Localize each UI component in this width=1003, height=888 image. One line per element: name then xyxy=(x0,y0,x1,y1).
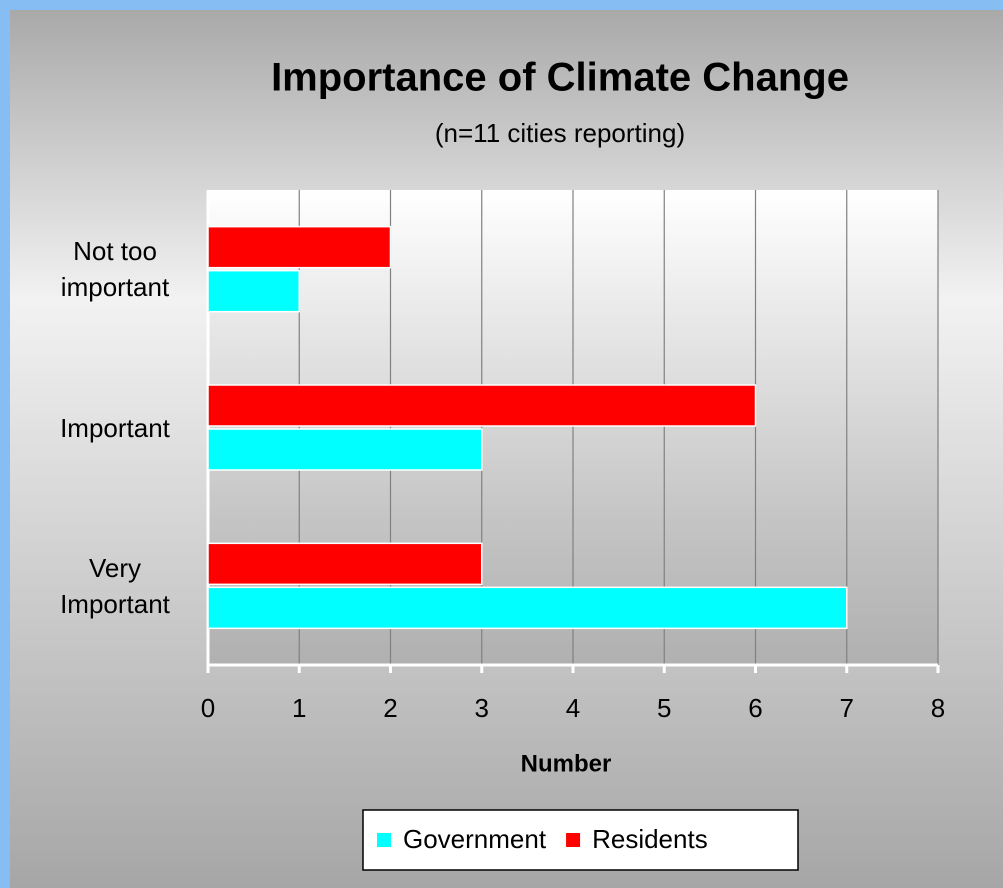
legend-box xyxy=(362,809,799,871)
bar xyxy=(207,428,483,471)
chart-title: Importance of Climate Change xyxy=(271,56,849,100)
legend-swatch xyxy=(566,833,581,847)
legend-label: Government xyxy=(403,824,547,854)
x-axis-label: Number xyxy=(521,750,612,777)
bar xyxy=(207,586,848,630)
y-tick-label: Very Important xyxy=(60,552,170,619)
x-tick-label: 5 xyxy=(657,693,671,723)
chart-subtitle: (n=11 cities reporting) xyxy=(435,118,685,148)
legend-swatch xyxy=(377,833,391,847)
bar xyxy=(207,384,757,427)
bar xyxy=(207,542,483,586)
x-tick-label: 8 xyxy=(931,693,945,723)
x-tick-label: 7 xyxy=(840,693,854,723)
x-tick-label: 0 xyxy=(201,693,215,723)
x-tick-label: 1 xyxy=(292,693,306,723)
y-tick-label: Not too important xyxy=(60,236,170,303)
bar xyxy=(207,269,300,313)
legend-label: Residents xyxy=(592,824,708,854)
bar xyxy=(207,225,392,269)
x-tick-label: 3 xyxy=(475,693,489,723)
x-tick-label: 2 xyxy=(383,693,397,723)
y-tick-label: Important xyxy=(60,412,170,443)
x-tick-label: 4 xyxy=(566,693,580,723)
x-tick-label: 6 xyxy=(748,693,762,723)
